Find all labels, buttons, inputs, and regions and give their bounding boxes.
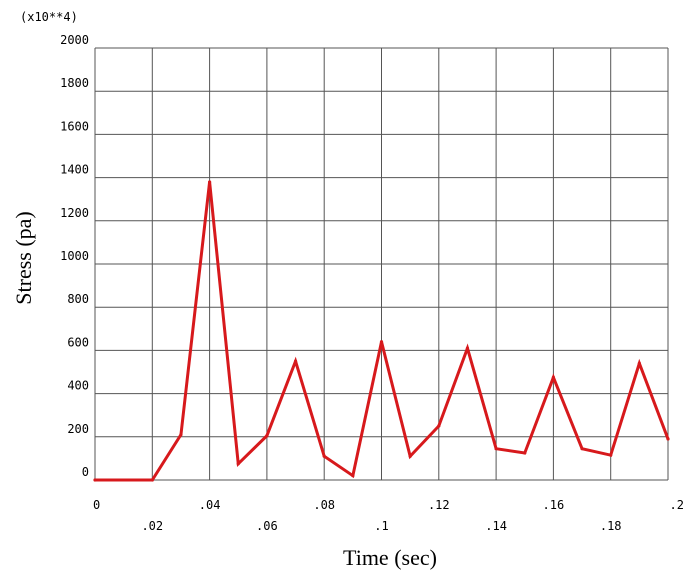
stress-point — [580, 447, 584, 451]
y-tick-label: 1600 — [60, 119, 89, 133]
x-tick-label: .2 — [670, 498, 684, 512]
x-tick-label: .08 — [313, 498, 335, 512]
x-tick-label: 0 — [93, 498, 100, 512]
x-tick-label: .14 — [485, 519, 507, 533]
y-tick-label: 800 — [67, 292, 89, 306]
stress-point — [551, 375, 556, 379]
stress-point — [93, 478, 97, 482]
stress-point — [236, 462, 240, 466]
stress-point — [351, 474, 355, 478]
x-tick-label: .1 — [374, 519, 388, 533]
y-tick-label: 1200 — [60, 206, 89, 220]
stress-point — [523, 451, 527, 455]
x-tick-label: .04 — [199, 498, 221, 512]
stress-point — [666, 437, 670, 441]
grid — [94, 47, 669, 481]
stress-point — [150, 478, 154, 482]
stress-point — [265, 434, 269, 438]
x-axis-label: Time (sec) — [343, 545, 437, 570]
stress-point — [322, 454, 326, 458]
stress-point — [465, 346, 470, 350]
x-tick-label: .02 — [141, 519, 163, 533]
x-tick-label: .18 — [600, 519, 622, 533]
y-tick-label: 2000 — [60, 33, 89, 47]
series-layer — [93, 180, 670, 482]
y-tick-label: 600 — [67, 335, 89, 349]
x-tick-label: .12 — [428, 498, 450, 512]
stress-series-line — [95, 181, 670, 482]
stress-point — [179, 433, 183, 437]
stress-point — [208, 180, 212, 184]
y-axis-label: Stress (pa) — [11, 211, 36, 304]
y-tick-label: 1400 — [60, 163, 89, 177]
stress-point — [293, 359, 298, 363]
y-tick-label: 400 — [67, 379, 89, 393]
y-scale-label: (x10**4) — [20, 10, 78, 24]
y-tick-label: 1000 — [60, 249, 89, 263]
stress-point — [637, 361, 641, 365]
y-tick-label: 0 — [82, 465, 89, 479]
y-axis-ticks: 0 200 400 600 800 1000 1200 1400 1600 1800 2000 — [60, 33, 89, 479]
stress-point — [609, 453, 613, 457]
y-tick-label: 1800 — [60, 76, 89, 90]
x-tick-label: .16 — [543, 498, 565, 512]
stress-point — [379, 340, 384, 344]
x-tick-label: .06 — [256, 519, 278, 533]
stress-point — [437, 424, 441, 428]
y-tick-label: 200 — [67, 422, 89, 436]
x-axis-ticks: 0 .02 .04 .06 .08 .1 .12 .14 .16 .18 .2 — [93, 498, 684, 533]
stress-point — [408, 454, 412, 458]
stress-point — [494, 447, 498, 451]
